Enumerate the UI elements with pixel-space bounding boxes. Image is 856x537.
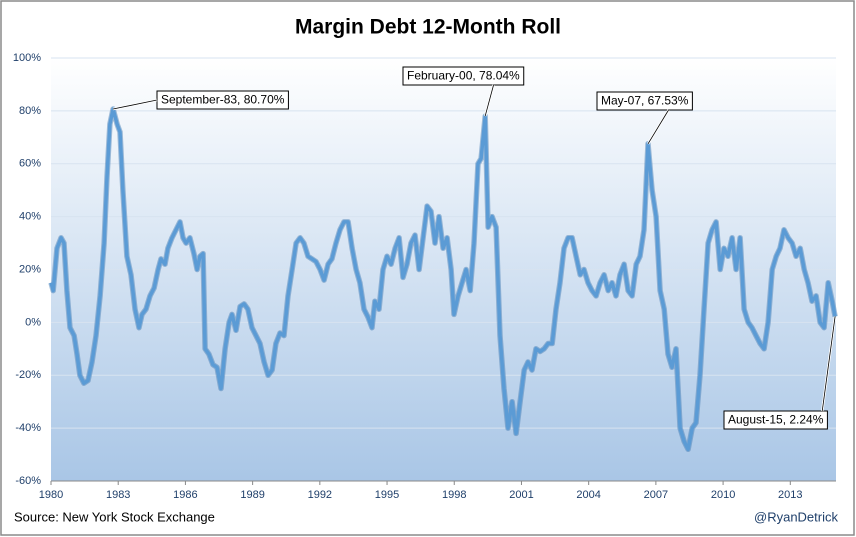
x-tick-label: 1989 bbox=[240, 489, 264, 501]
source: Source: New York Stock Exchange bbox=[14, 509, 215, 524]
annotation-text: August-15, 2.24% bbox=[728, 413, 824, 427]
y-tick-label: -20% bbox=[15, 369, 41, 381]
y-tick-label: 40% bbox=[19, 211, 41, 223]
annotation-box bbox=[723, 410, 828, 430]
annotation-text: May-07, 67.53% bbox=[601, 94, 689, 108]
annotation: August-15, 2.24% bbox=[723, 316, 837, 430]
x-tick-label: 2007 bbox=[644, 489, 668, 501]
annotation: May-07, 67.53% bbox=[596, 91, 693, 145]
x-tick-label: 2001 bbox=[509, 489, 533, 501]
annotation-box bbox=[596, 91, 693, 111]
y-tick-label: -60% bbox=[15, 475, 41, 487]
y-tick-label: 100% bbox=[13, 52, 41, 64]
y-tick-label: 0% bbox=[25, 316, 41, 328]
y-tick-label: 80% bbox=[19, 105, 41, 117]
x-tick-label: 1980 bbox=[39, 489, 63, 501]
x-tick-label: 1992 bbox=[308, 489, 332, 501]
x-tick-label: 2004 bbox=[576, 489, 600, 501]
x-tick-label: 1986 bbox=[173, 489, 197, 501]
annotation-box bbox=[402, 66, 525, 86]
x-tick-label: 2013 bbox=[778, 489, 802, 501]
chart-title: Margin Debt 12-Month Roll bbox=[295, 16, 561, 39]
annotation-leader-edge bbox=[647, 109, 669, 145]
y-tick-label: 20% bbox=[19, 263, 41, 275]
x-tick-label: 1983 bbox=[106, 489, 130, 501]
annotation: September-83, 80.70% bbox=[112, 90, 289, 111]
annotation: February-00, 78.04% bbox=[402, 66, 525, 117]
y-tick-label: -40% bbox=[15, 422, 41, 434]
annotation-text: September-83, 80.70% bbox=[161, 93, 285, 107]
x-tick-label: 1998 bbox=[442, 489, 466, 501]
annotation-leader-edge bbox=[821, 316, 836, 412]
annotation-text: February-00, 78.04% bbox=[407, 69, 520, 83]
x-tick-label: 1995 bbox=[375, 489, 399, 501]
credit: @RyanDetrick bbox=[754, 509, 838, 524]
annotation-leader-edge bbox=[484, 84, 494, 117]
y-tick-label: 60% bbox=[19, 158, 41, 170]
x-tick-label: 2010 bbox=[711, 489, 735, 501]
series-line bbox=[49, 107, 837, 452]
annotation-leader-edge bbox=[112, 99, 158, 110]
